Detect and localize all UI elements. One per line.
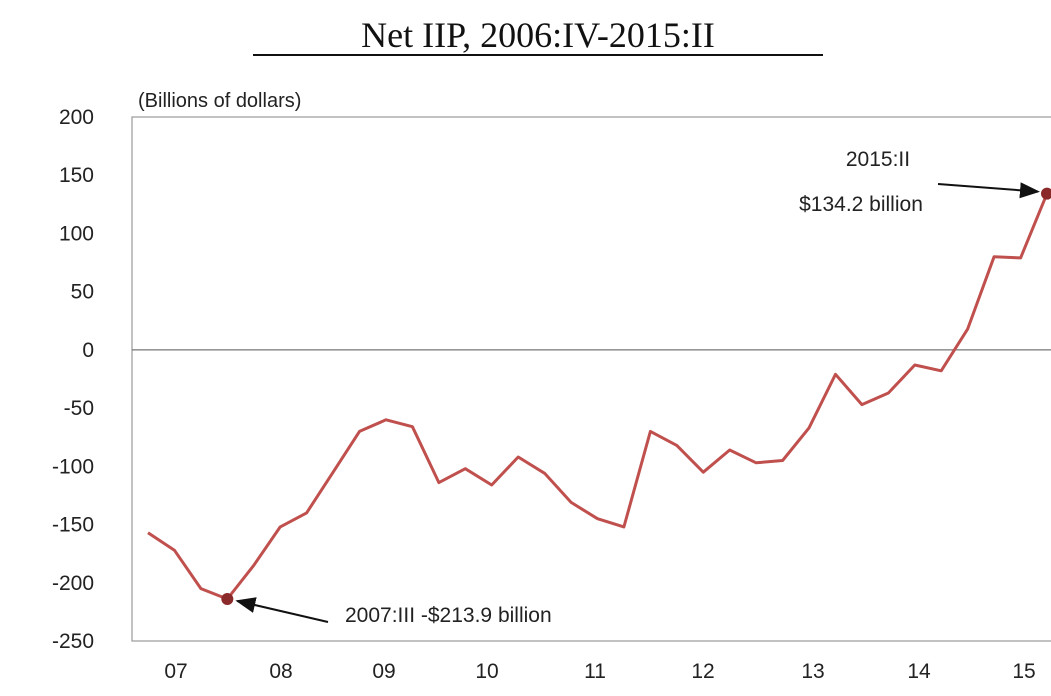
data-point bbox=[221, 592, 234, 605]
y-tick-label: -50 bbox=[64, 397, 94, 420]
plot-area bbox=[131, 116, 1051, 642]
low-annotation-arrow bbox=[235, 597, 329, 623]
x-tick-label: 09 bbox=[372, 660, 395, 683]
x-tick-label: 07 bbox=[164, 660, 187, 683]
low-annotation-label: 2007:III -$213.9 billion bbox=[345, 604, 552, 627]
y-tick-label: 0 bbox=[82, 339, 94, 362]
x-tick-label: 12 bbox=[691, 660, 714, 683]
series-line bbox=[147, 193, 1049, 601]
x-tick-label: 11 bbox=[584, 660, 606, 683]
y-tick-label: 200 bbox=[59, 106, 94, 129]
high-annotation-arrow bbox=[937, 182, 1040, 199]
y-tick-label: -150 bbox=[52, 514, 94, 537]
x-tick-label: 13 bbox=[801, 660, 824, 683]
x-tick-label: 14 bbox=[907, 660, 931, 683]
y-axis-ticks: 200 150 100 50 0 -50 -100 -150 -200 -250 bbox=[52, 106, 94, 653]
y-tick-label: 150 bbox=[59, 164, 94, 187]
y-tick-label: -250 bbox=[52, 630, 94, 653]
x-tick-label: 10 bbox=[475, 660, 498, 683]
y-tick-label: -200 bbox=[52, 572, 94, 595]
y-tick-label: -100 bbox=[52, 455, 94, 478]
high-annotation-label-period: 2015:II bbox=[846, 148, 910, 171]
x-tick-label: 08 bbox=[269, 660, 292, 683]
x-tick-label: 15 bbox=[1012, 660, 1035, 683]
data-points bbox=[221, 187, 1051, 605]
x-axis-ticks: 07 08 09 10 11 12 13 14 15 bbox=[164, 660, 1035, 683]
chart-title: Net IIP, 2006:IV-2015:II bbox=[361, 15, 715, 55]
y-axis-label: (Billions of dollars) bbox=[138, 90, 301, 112]
data-point bbox=[1041, 187, 1051, 200]
annotations: 2007:III -$213.9 billion 2015:II $134.2 bi… bbox=[235, 148, 1040, 627]
y-tick-label: 50 bbox=[71, 281, 94, 304]
high-annotation-label-value: $134.2 billion bbox=[799, 193, 923, 216]
y-tick-label: 100 bbox=[59, 222, 94, 245]
